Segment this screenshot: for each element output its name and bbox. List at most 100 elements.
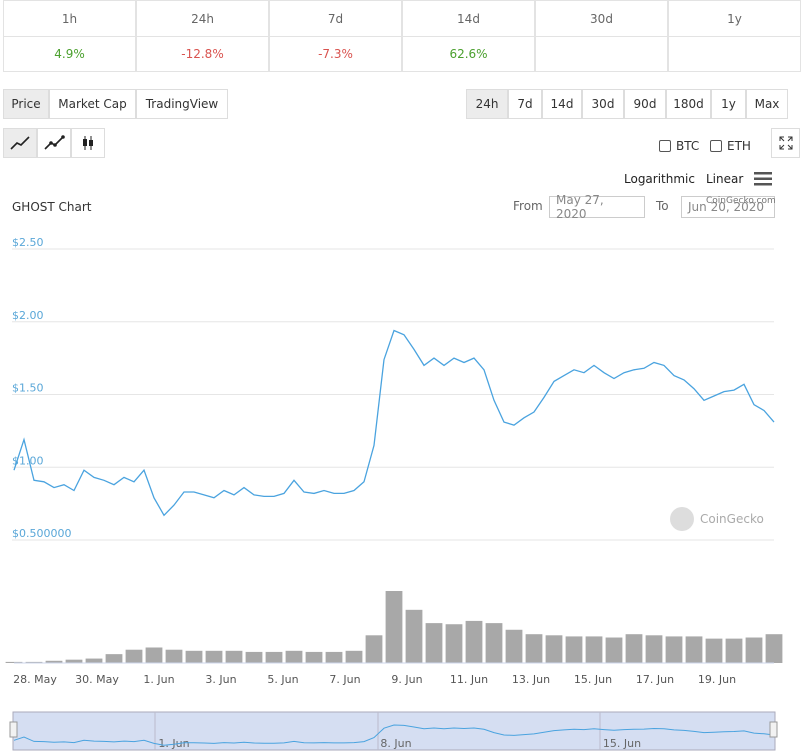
y-tick-label: $1.00 <box>12 454 44 467</box>
range-button[interactable]: 90d <box>624 89 666 119</box>
range-button[interactable]: 1y <box>711 89 746 119</box>
chart-title: GHOST Chart <box>12 200 92 214</box>
watermark: CoinGecko <box>700 512 764 526</box>
volume-bar <box>645 635 663 663</box>
expand-button[interactable] <box>771 128 800 158</box>
y-tick-label: $0.500000 <box>12 527 72 540</box>
tab[interactable]: Price <box>3 89 49 119</box>
volume-bar <box>765 634 783 663</box>
change-cell <box>668 36 801 72</box>
x-tick-label: 17. Jun <box>636 673 674 686</box>
volume-bar <box>385 591 403 663</box>
change-cell: -12.8% <box>136 36 269 72</box>
change-cell: 4.9% <box>3 36 136 72</box>
change-cell: 62.6% <box>402 36 535 72</box>
volume-bar <box>205 650 223 663</box>
from-label: From <box>513 199 543 213</box>
y-tick-label: $2.00 <box>12 309 44 322</box>
navigator-handle[interactable] <box>769 721 778 738</box>
price-line <box>13 329 775 517</box>
volume-bar <box>565 636 583 663</box>
x-tick-label: 28. May <box>13 673 57 686</box>
menu-button[interactable] <box>754 171 772 186</box>
range-button[interactable]: Max <box>746 89 788 119</box>
volume-bar <box>5 661 23 663</box>
x-tick-label: 11. Jun <box>450 673 488 686</box>
volume-bar <box>625 634 643 663</box>
period-header: 24h <box>136 0 269 37</box>
checkbox[interactable] <box>659 140 671 152</box>
volume-bar <box>445 624 463 663</box>
x-tick-label: 30. May <box>75 673 119 686</box>
volume-bar <box>705 638 723 663</box>
range-button[interactable]: 14d <box>542 89 582 119</box>
smooth-view[interactable] <box>37 128 71 158</box>
volume-bar <box>745 637 763 663</box>
volume-bar <box>225 650 243 663</box>
checkbox-label: ETH <box>727 139 751 153</box>
from-input[interactable]: May 27, 2020 <box>549 193 645 221</box>
volume-bar <box>405 609 423 663</box>
x-tick-label: 13. Jun <box>512 673 550 686</box>
period-header: 30d <box>535 0 668 37</box>
volume-bar <box>45 660 63 663</box>
checkbox[interactable] <box>710 140 722 152</box>
navigator-label: 8. Jun <box>380 737 411 750</box>
volume-bar <box>125 649 143 663</box>
volume-bar <box>305 651 323 663</box>
x-tick-label: 7. Jun <box>329 673 360 686</box>
candle-view[interactable] <box>71 128 105 158</box>
icon <box>83 136 93 150</box>
range-button[interactable]: 30d <box>582 89 624 119</box>
icon <box>754 172 772 186</box>
range-button[interactable]: 7d <box>508 89 542 119</box>
logo <box>670 507 694 531</box>
period-header: 14d <box>402 0 535 37</box>
icon <box>44 135 65 150</box>
volume-bar <box>425 623 443 663</box>
range-button[interactable]: 24h <box>466 89 508 119</box>
scale-option[interactable]: Logarithmic <box>624 172 695 186</box>
volume-bar <box>465 620 483 663</box>
volume-bar <box>605 637 623 663</box>
period-header: 1y <box>668 0 801 37</box>
volume-bar <box>245 651 263 663</box>
line-view[interactable] <box>3 128 37 158</box>
volume-bar <box>725 638 743 663</box>
volume-bar <box>685 636 703 663</box>
to-input[interactable]: Jun 20, 2020 <box>681 196 775 218</box>
tab[interactable]: TradingView <box>136 89 228 119</box>
volume-bar <box>505 629 523 663</box>
x-tick-label: 3. Jun <box>205 673 236 686</box>
x-tick-label: 19. Jun <box>698 673 736 686</box>
volume-bar <box>485 623 503 663</box>
volume-bar <box>65 659 83 663</box>
volume-bar <box>165 649 183 663</box>
navigator-handle[interactable] <box>9 721 18 738</box>
x-tick-label: 9. Jun <box>391 673 422 686</box>
volume-bar <box>345 650 363 663</box>
x-tick-label: 5. Jun <box>267 673 298 686</box>
volume-bar <box>145 647 163 663</box>
change-cell: -7.3% <box>269 36 402 72</box>
change-cell <box>535 36 668 72</box>
tab[interactable]: Market Cap <box>49 89 136 119</box>
period-header: 1h <box>3 0 136 37</box>
x-tick-label: 1. Jun <box>143 673 174 686</box>
scale-option[interactable]: Linear <box>706 172 744 186</box>
volume-bar <box>325 651 343 663</box>
y-tick-label: $2.50 <box>12 236 44 249</box>
y-tick-label: $1.50 <box>12 382 44 395</box>
volume-bar <box>665 636 683 663</box>
volume-bar <box>85 658 103 663</box>
volume-bar <box>365 635 383 663</box>
icon <box>10 136 30 150</box>
range-button[interactable]: 180d <box>666 89 711 119</box>
volume-bar <box>525 634 543 663</box>
navigator-line <box>13 724 775 746</box>
navigator-label: 15. Jun <box>603 737 641 750</box>
volume-bar <box>265 651 283 663</box>
navigator-label: 1. Jun <box>158 737 189 750</box>
